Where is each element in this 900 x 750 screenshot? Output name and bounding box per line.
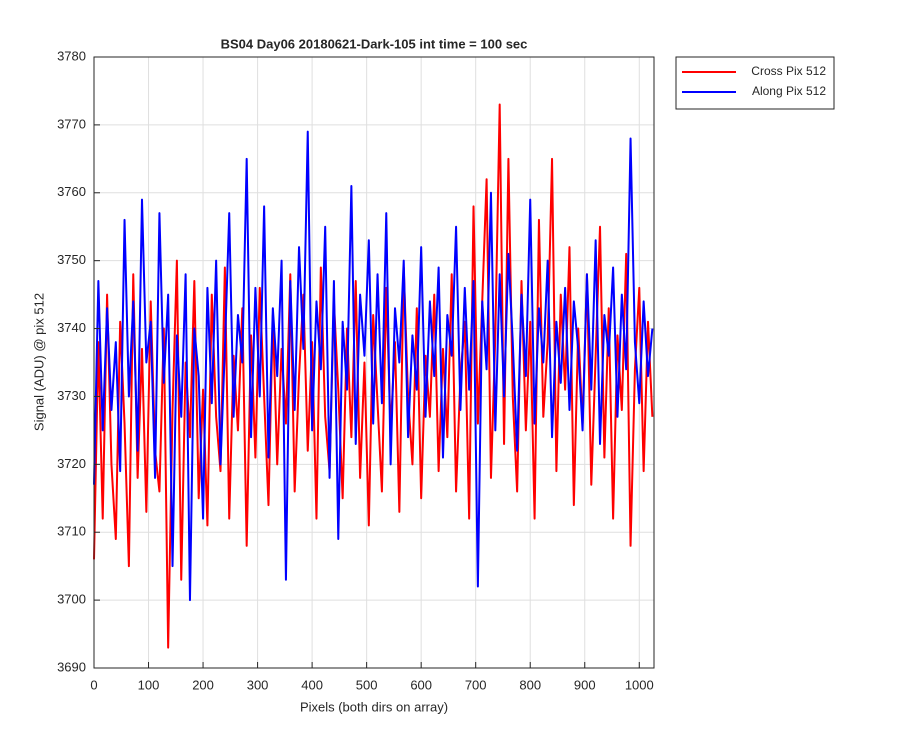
y-axis-label: Signal (ADU) @ pix 512 bbox=[31, 293, 46, 431]
x-tick-label: 1000 bbox=[625, 677, 654, 692]
y-tick-label: 3770 bbox=[57, 116, 86, 131]
x-tick-label: 0 bbox=[90, 677, 97, 692]
y-tick-label: 3690 bbox=[57, 659, 86, 674]
chart-title: BS04 Day06 20180621-Dark-105 int time = … bbox=[221, 36, 528, 51]
x-tick-label: 400 bbox=[301, 677, 323, 692]
legend-label: Along Pix 512 bbox=[752, 84, 826, 98]
data-line bbox=[93, 130, 654, 602]
y-tick-label: 3750 bbox=[57, 252, 86, 267]
y-tick-label: 3730 bbox=[57, 388, 86, 403]
x-tick-label: 900 bbox=[574, 677, 596, 692]
legend-label: Cross Pix 512 bbox=[751, 64, 826, 78]
x-tick-label: 300 bbox=[247, 677, 269, 692]
x-tick-label: 700 bbox=[465, 677, 487, 692]
x-tick-label: 800 bbox=[519, 677, 541, 692]
x-tick-label: 100 bbox=[138, 677, 160, 692]
axes-box bbox=[93, 56, 655, 669]
y-tick-label: 3780 bbox=[57, 48, 86, 63]
legend-box bbox=[675, 56, 835, 110]
x-tick-label: 600 bbox=[410, 677, 432, 692]
x-axis-label: Pixels (both dirs on array) bbox=[300, 699, 448, 714]
x-tick-label: 500 bbox=[356, 677, 378, 692]
y-tick-label: 3710 bbox=[57, 524, 86, 539]
y-tick-label: 3720 bbox=[57, 456, 86, 471]
y-tick-label: 3700 bbox=[57, 592, 86, 607]
x-tick-label: 200 bbox=[192, 677, 214, 692]
y-tick-label: 3740 bbox=[57, 320, 86, 335]
y-tick-label: 3760 bbox=[57, 184, 86, 199]
